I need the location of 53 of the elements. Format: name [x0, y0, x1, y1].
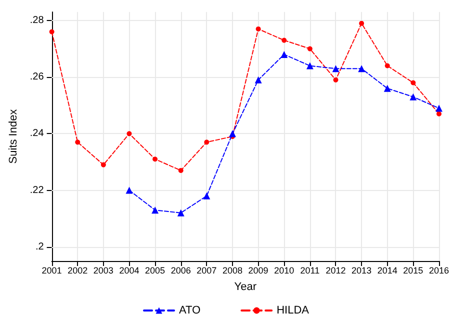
point — [282, 38, 287, 43]
point — [152, 206, 159, 214]
point — [306, 62, 314, 70]
x-tick-label: 2013 — [352, 266, 372, 276]
point — [178, 168, 184, 173]
point — [410, 93, 417, 100]
point — [410, 80, 416, 86]
point — [126, 186, 133, 194]
point — [333, 77, 338, 82]
point — [75, 140, 80, 145]
point — [49, 29, 54, 34]
point — [126, 131, 132, 136]
y-tick-label: .24 — [30, 128, 44, 140]
point — [436, 111, 442, 116]
x-tick-label: 2001 — [42, 266, 62, 276]
x-tick-label: 2016 — [428, 266, 450, 276]
x-tick-label: 2008 — [222, 266, 243, 276]
y-tick-label: .26 — [30, 72, 44, 83]
point — [204, 140, 210, 145]
point — [307, 46, 312, 52]
x-tick-label: 2015 — [403, 266, 424, 276]
x-tick-label: 2012 — [326, 266, 346, 276]
x-tick-label: 2002 — [68, 266, 88, 276]
point — [359, 20, 364, 26]
point — [100, 162, 106, 168]
x-tick-label: 2011 — [300, 266, 320, 276]
y-axis-title: Suits Index — [8, 108, 20, 164]
y-tick-label: .2 — [35, 241, 44, 252]
point — [152, 156, 158, 162]
y-tick-label: .22 — [30, 184, 44, 196]
y-tick-label: .28 — [30, 14, 44, 26]
x-tick-label: 2003 — [93, 266, 114, 276]
point — [177, 209, 184, 216]
point — [332, 65, 340, 72]
point — [228, 130, 236, 138]
x-tick-label: 2004 — [119, 266, 140, 276]
x-axis-title: Year — [234, 281, 257, 293]
point — [435, 104, 442, 112]
point — [384, 84, 391, 92]
point — [203, 192, 210, 200]
x-tick-label: 2014 — [377, 266, 398, 276]
point — [254, 76, 262, 84]
x-tick-label: 2006 — [170, 266, 191, 276]
legend-label: ATO — [179, 304, 202, 316]
x-tick-label: 2009 — [248, 266, 268, 276]
point — [256, 26, 261, 32]
x-tick-label: 2007 — [196, 266, 217, 276]
point — [384, 63, 390, 68]
point — [280, 50, 288, 58]
x-tick-label: 2005 — [145, 266, 166, 276]
point — [358, 65, 366, 72]
x-tick-label: 2010 — [274, 266, 294, 276]
legend-label: HILDA — [276, 304, 310, 316]
